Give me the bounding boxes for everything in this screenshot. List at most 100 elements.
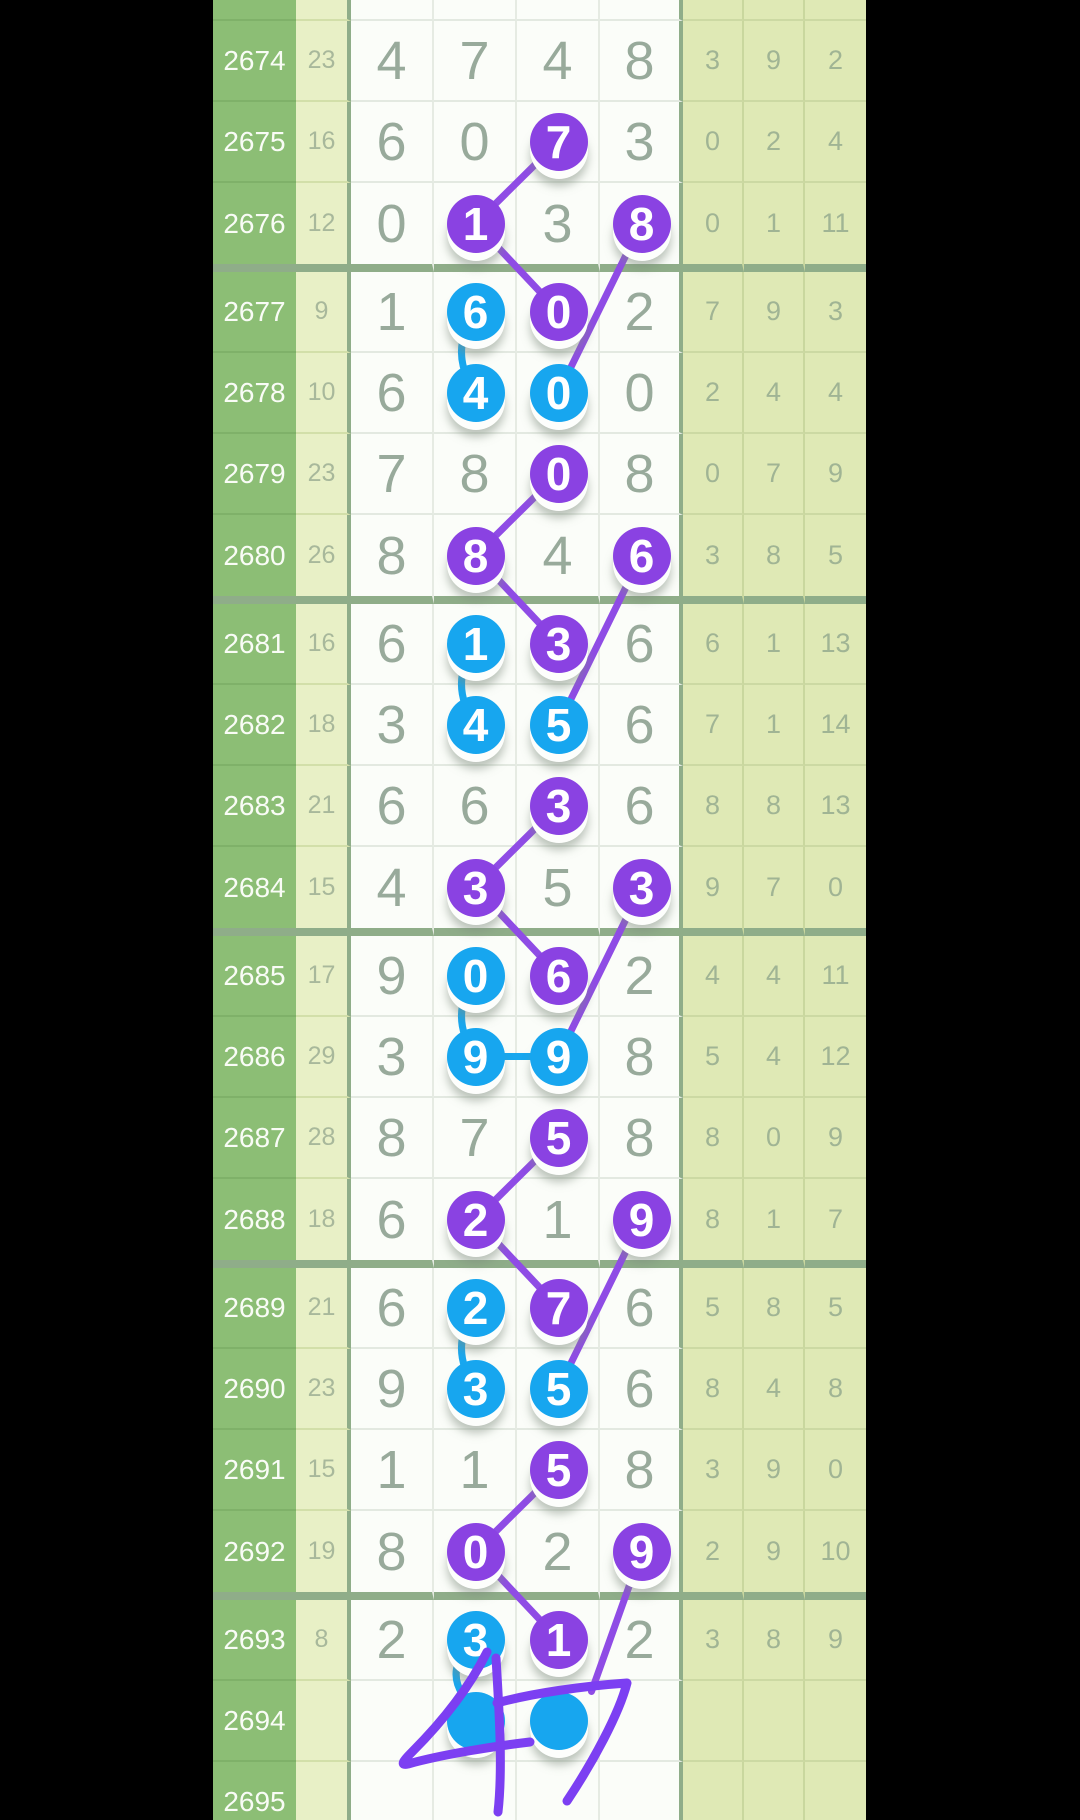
stat-cell: 10 — [805, 1511, 866, 1600]
row-2678: 2678 10 6 4 0 0 2 4 4 — [213, 353, 866, 434]
digit-cell: 3 — [434, 847, 517, 936]
stat-cell: 1 — [744, 685, 805, 766]
sum-cell: 16 — [296, 604, 351, 685]
digit-cell: 8 — [351, 1098, 434, 1179]
stat-cell: 9 — [683, 847, 744, 936]
stat-cell: 12 — [805, 1017, 866, 1098]
digit-cell: 3 — [351, 1017, 434, 1098]
period-cell: 2695 — [213, 1762, 296, 1820]
digit-cell: 3 — [517, 766, 600, 847]
stat-cell — [683, 1681, 744, 1762]
stat-cell: 8 — [744, 766, 805, 847]
digit-cell — [600, 1681, 683, 1762]
row-2676: 2676 12 0 1 3 8 0 1 11 — [213, 183, 866, 272]
digit-cell: 7 — [517, 1268, 600, 1349]
sum-cell: 8 — [296, 1600, 351, 1681]
digit-cell: 9 — [434, 1017, 517, 1098]
stat-cell: 8 — [683, 1349, 744, 1430]
period-cell: 2687 — [213, 1098, 296, 1179]
stat-cell: 4 — [683, 936, 744, 1017]
period-cell: 2677 — [213, 272, 296, 353]
digit-cell: 4 — [434, 353, 517, 434]
digit-cell: 6 — [600, 1349, 683, 1430]
digit-cell — [517, 1681, 600, 1762]
digit-cell: 2 — [434, 1179, 517, 1268]
digit-cell: 5 — [517, 1098, 600, 1179]
stat-cell: 0 — [683, 102, 744, 183]
stat-cell: 7 — [805, 1179, 866, 1268]
digit-cell: 6 — [351, 353, 434, 434]
period-cell: 2689 — [213, 1268, 296, 1349]
period-cell: 2691 — [213, 1430, 296, 1511]
stat-cell: 1 — [744, 183, 805, 272]
stat-cell: 4 — [744, 353, 805, 434]
digit-cell: 8 — [351, 1511, 434, 1600]
digit-cell: 3 — [517, 183, 600, 272]
row-2677: 2677 9 1 6 0 2 7 9 3 — [213, 272, 866, 353]
stat-cell: 6 — [683, 604, 744, 685]
stat-cell: 11 — [805, 936, 866, 1017]
digit-cell: 9 — [600, 1179, 683, 1268]
stat-cell: 2 — [683, 353, 744, 434]
digit-cell: 5 — [517, 685, 600, 766]
sum-cell: 15 — [296, 1430, 351, 1511]
period-cell: 2682 — [213, 685, 296, 766]
row-2689: 2689 21 6 2 7 6 5 8 5 — [213, 1268, 866, 1349]
stat-cell — [683, 1762, 744, 1820]
period-cell: 2679 — [213, 434, 296, 515]
stat-cell: 7 — [744, 847, 805, 936]
row-2693: 2693 8 2 3 1 2 3 8 9 — [213, 1600, 866, 1681]
stat-cell: 4 — [744, 1017, 805, 1098]
digit-cell: 6 — [351, 1179, 434, 1268]
stat-cell: 9 — [744, 272, 805, 353]
stat-cell: 0 — [805, 1430, 866, 1511]
stat-cell: 2 — [805, 21, 866, 102]
stat-cell: 1 — [744, 1179, 805, 1268]
stat-cell: 4 — [744, 936, 805, 1017]
digit-cell: 8 — [351, 515, 434, 604]
digit-cell: 6 — [351, 766, 434, 847]
stat-cell: 3 — [683, 1430, 744, 1511]
stat-cell: 13 — [805, 604, 866, 685]
row-top-partial — [213, 0, 866, 21]
stat-cell: 9 — [805, 1098, 866, 1179]
stat-cell: 5 — [805, 515, 866, 604]
digit-cell: 7 — [517, 102, 600, 183]
row-2685: 2685 17 9 0 6 2 4 4 11 — [213, 936, 866, 1017]
digit-cell: 8 — [434, 434, 517, 515]
digit-cell: 3 — [600, 102, 683, 183]
period-cell: 2676 — [213, 183, 296, 272]
stat-cell — [744, 1762, 805, 1820]
digit-cell: 9 — [517, 1017, 600, 1098]
row-2682: 2682 18 3 4 5 6 7 1 14 — [213, 685, 866, 766]
sum-cell: 12 — [296, 183, 351, 272]
row-2686: 2686 29 3 9 9 8 5 4 12 — [213, 1017, 866, 1098]
digit-cell — [434, 0, 517, 21]
digit-cell: 2 — [600, 1600, 683, 1681]
stat-cell: 8 — [683, 1098, 744, 1179]
stat-cell: 4 — [805, 102, 866, 183]
row-2684: 2684 15 4 3 5 3 9 7 0 — [213, 847, 866, 936]
digit-cell: 5 — [517, 1349, 600, 1430]
stat-cell: 8 — [744, 515, 805, 604]
period-cell: 2692 — [213, 1511, 296, 1600]
row-2680: 2680 26 8 8 4 6 3 8 5 — [213, 515, 866, 604]
digit-cell: 9 — [351, 936, 434, 1017]
digit-cell: 3 — [434, 1600, 517, 1681]
digit-cell: 5 — [517, 1430, 600, 1511]
digit-cell: 7 — [434, 21, 517, 102]
digit-cell: 2 — [434, 1268, 517, 1349]
digit-cell: 1 — [517, 1179, 600, 1268]
stat-cell: 0 — [744, 1098, 805, 1179]
row-2687: 2687 28 8 7 5 8 8 0 9 — [213, 1098, 866, 1179]
stat-cell: 8 — [805, 1349, 866, 1430]
digit-cell: 3 — [434, 1349, 517, 1430]
stat-cell: 7 — [683, 272, 744, 353]
sum-cell: 23 — [296, 1349, 351, 1430]
period-cell: 2674 — [213, 21, 296, 102]
digit-cell — [517, 0, 600, 21]
row-2683: 2683 21 6 6 3 6 8 8 13 — [213, 766, 866, 847]
sum-cell: 18 — [296, 685, 351, 766]
period-cell: 2685 — [213, 936, 296, 1017]
digit-cell: 1 — [517, 1600, 600, 1681]
